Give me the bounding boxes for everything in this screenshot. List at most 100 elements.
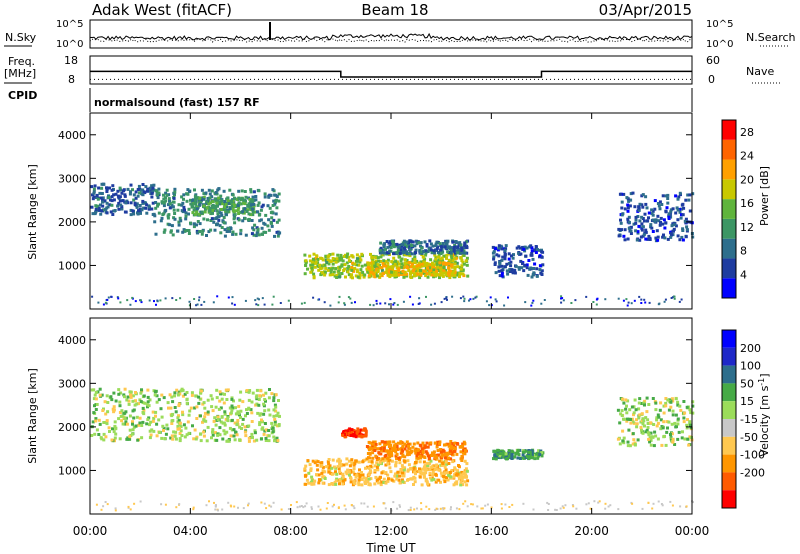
data-cell	[381, 272, 385, 275]
data-cell	[457, 241, 461, 245]
data-cell	[418, 453, 422, 457]
colorbar-swatch	[722, 401, 736, 419]
data-cell	[126, 437, 130, 441]
data-cell	[462, 262, 466, 266]
data-cell	[128, 428, 132, 432]
data-cell	[499, 244, 503, 248]
data-cell	[529, 453, 532, 456]
data-cell	[195, 207, 199, 211]
data-cell	[201, 229, 205, 233]
data-cell	[405, 449, 409, 453]
data-cell	[676, 422, 680, 426]
data-cell	[168, 202, 172, 205]
data-cell	[344, 470, 348, 474]
data-cell	[634, 215, 638, 219]
data-cell	[382, 243, 386, 247]
data-cell	[195, 223, 198, 227]
data-cell	[360, 252, 364, 256]
scatter-cell	[91, 295, 94, 298]
data-cell	[275, 206, 279, 210]
scatter-cell	[102, 505, 105, 508]
data-cell	[439, 257, 443, 261]
scatter-cell	[97, 301, 100, 304]
data-cell	[208, 207, 212, 211]
data-cell	[514, 264, 518, 268]
scatter-cell	[530, 304, 533, 307]
data-cell	[619, 218, 622, 222]
data-cell	[455, 482, 459, 486]
data-cell	[419, 273, 423, 277]
data-cell	[637, 416, 641, 420]
data-cell	[621, 439, 625, 443]
scatter-cell	[494, 298, 497, 301]
data-cell	[309, 270, 313, 274]
data-cell	[102, 432, 106, 436]
data-cell	[202, 430, 206, 434]
scatter-cell	[511, 503, 514, 506]
scatter-cell	[484, 504, 487, 507]
data-cell	[194, 202, 198, 206]
scatter-cell	[392, 303, 395, 306]
colorbar-tick-label: 28	[740, 126, 754, 139]
scatter-cell	[317, 298, 320, 301]
data-cell	[345, 462, 349, 466]
data-cell	[215, 396, 219, 400]
data-cell	[503, 249, 507, 253]
data-cell	[421, 451, 425, 455]
data-cell	[100, 192, 104, 195]
data-cell	[432, 271, 436, 274]
data-cell	[381, 262, 385, 266]
data-cell	[127, 399, 131, 403]
data-cell	[652, 444, 656, 448]
data-cell	[462, 448, 466, 452]
data-cell	[184, 211, 188, 215]
scatter-cell	[631, 502, 634, 505]
data-cell	[160, 436, 164, 440]
data-cell	[243, 425, 247, 429]
data-cell	[616, 437, 620, 441]
data-cell	[198, 397, 202, 401]
scatter-cell	[633, 299, 636, 302]
data-cell	[685, 225, 689, 229]
data-cell	[347, 470, 351, 474]
data-cell	[429, 453, 433, 457]
data-cell	[117, 201, 121, 205]
scatter-cell	[585, 503, 588, 506]
colorbar-swatch	[722, 120, 736, 140]
data-cell	[401, 453, 405, 457]
data-cell	[228, 406, 232, 410]
data-cell	[180, 203, 184, 207]
data-cell	[165, 193, 169, 197]
scatter-cell	[290, 504, 292, 506]
data-cell	[141, 183, 145, 186]
data-cell	[251, 213, 255, 217]
data-cell	[387, 442, 391, 446]
data-cell	[505, 262, 509, 266]
data-cell	[394, 464, 398, 467]
data-cell	[409, 246, 413, 250]
noise-tick-right-top: 10^5	[706, 19, 733, 30]
data-cell	[394, 461, 398, 464]
noise-tick-left-bottom: 10^0	[56, 39, 83, 50]
data-cell	[379, 483, 383, 487]
data-cell	[403, 261, 407, 265]
data-cell	[327, 470, 331, 474]
data-cell	[91, 197, 95, 201]
data-cell	[440, 474, 444, 478]
data-cell	[465, 469, 469, 473]
data-cell	[445, 256, 448, 260]
scatter-cell	[287, 299, 290, 302]
data-cell	[131, 209, 135, 213]
data-cell	[520, 266, 524, 270]
data-cell	[273, 439, 276, 443]
data-cell	[199, 391, 203, 395]
data-cell	[95, 193, 99, 197]
data-cell	[185, 391, 189, 394]
data-cell	[463, 480, 467, 484]
data-cell	[443, 480, 447, 484]
data-cell	[398, 470, 402, 474]
data-cell	[419, 470, 423, 474]
data-cell	[428, 461, 432, 465]
data-cell	[329, 270, 333, 274]
data-cell	[430, 271, 434, 275]
